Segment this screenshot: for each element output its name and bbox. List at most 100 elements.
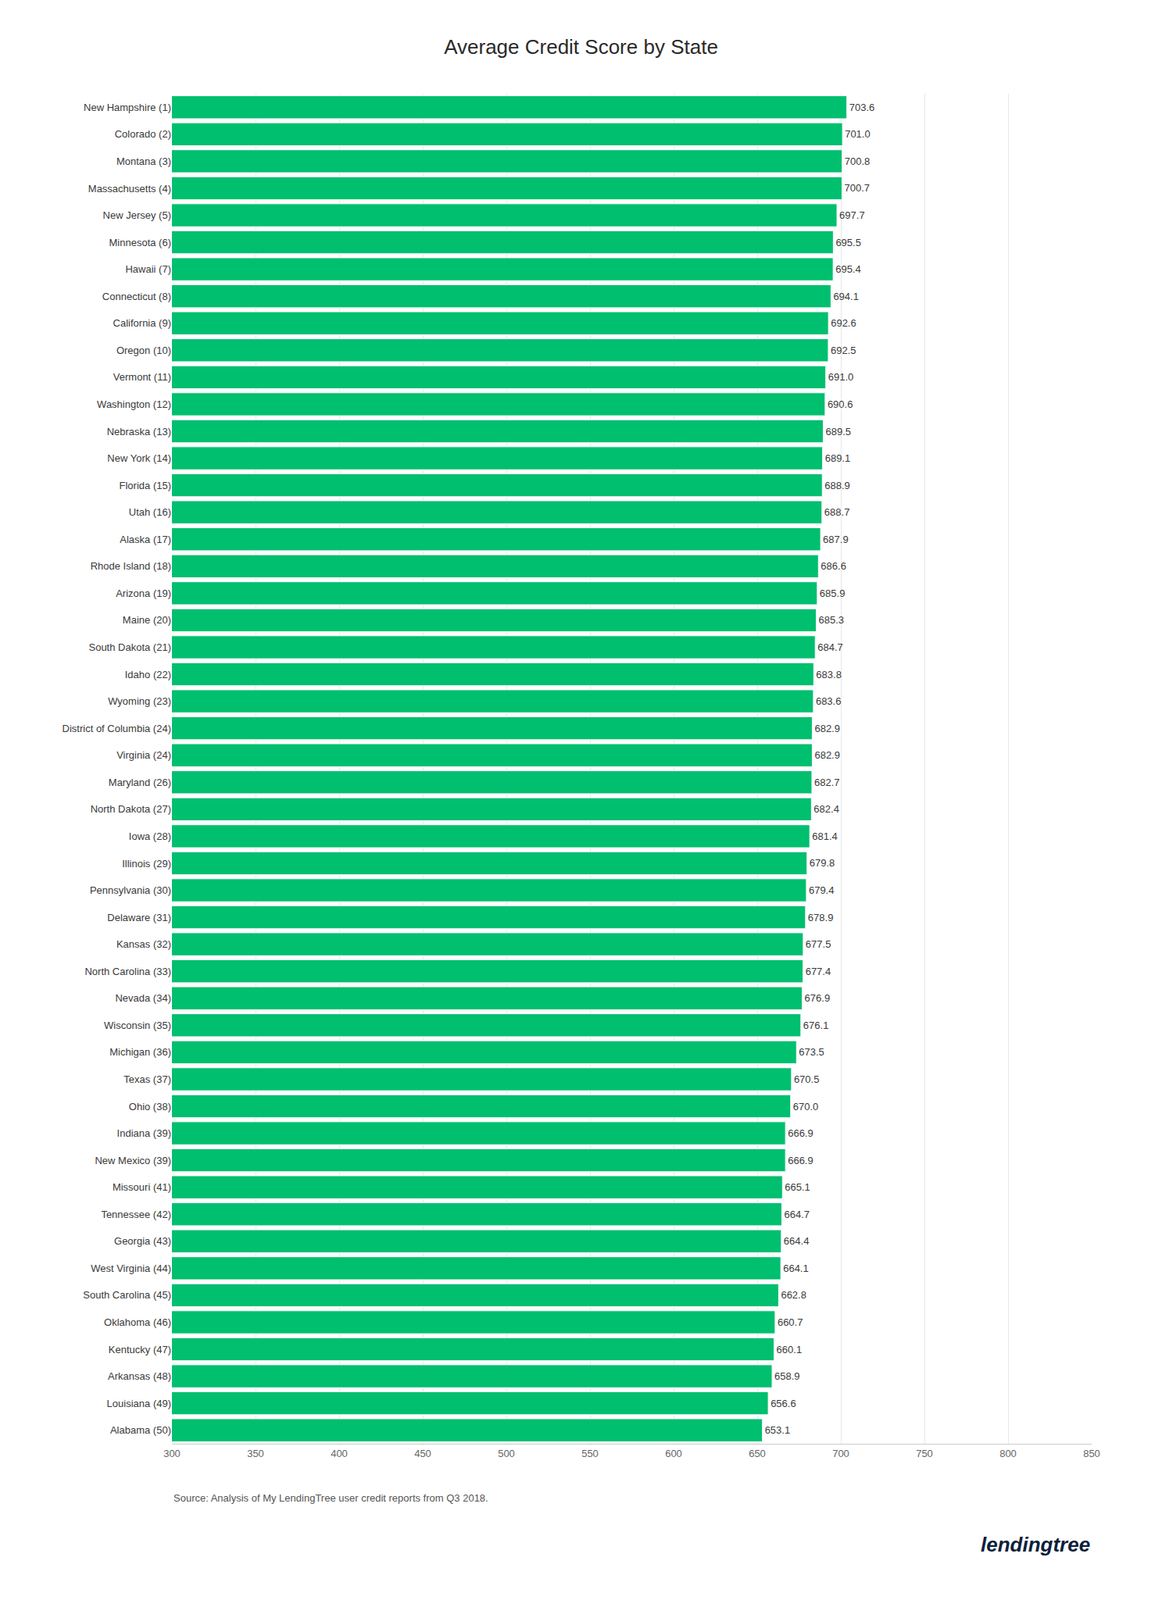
svg-text:Colorado (2): Colorado (2) [114, 128, 172, 140]
svg-text:Source: Analysis of My Lending: Source: Analysis of My LendingTree user … [173, 1492, 489, 1505]
svg-text:Massachusetts (4): Massachusetts (4) [88, 182, 172, 195]
svg-text:Louisiana (49): Louisiana (49) [107, 1397, 172, 1410]
svg-text:Pennsylvania (30): Pennsylvania (30) [89, 884, 172, 897]
svg-text:692.6: 692.6 [830, 317, 857, 329]
svg-text:694.1: 694.1 [833, 290, 859, 303]
svg-text:550: 550 [581, 1448, 599, 1460]
svg-text:Tennessee (42): Tennessee (42) [100, 1208, 172, 1221]
svg-text:679.4: 679.4 [808, 884, 835, 897]
svg-text:Florida (15): Florida (15) [119, 479, 172, 492]
svg-text:Montana (3): Montana (3) [116, 155, 172, 168]
svg-text:New Mexico (39): New Mexico (39) [94, 1154, 172, 1167]
svg-text:South Carolina (45): South Carolina (45) [82, 1289, 172, 1302]
svg-text:686.6: 686.6 [820, 560, 847, 573]
svg-text:650: 650 [748, 1448, 766, 1460]
svg-text:690.6: 690.6 [827, 398, 854, 411]
svg-text:689.1: 689.1 [825, 452, 851, 465]
svg-text:664.7: 664.7 [783, 1208, 810, 1221]
svg-text:Arkansas (48): Arkansas (48) [107, 1370, 172, 1383]
svg-text:700.8: 700.8 [844, 155, 871, 168]
svg-text:685.3: 685.3 [818, 614, 845, 626]
svg-text:Washington (12): Washington (12) [96, 398, 172, 411]
svg-text:695.4: 695.4 [835, 263, 862, 276]
svg-text:Average Credit Score by State: Average Credit Score by State [443, 35, 719, 59]
svg-text:Vermont (11): Vermont (11) [113, 371, 172, 383]
svg-text:Wisconsin (35): Wisconsin (35) [103, 1019, 172, 1032]
svg-text:Indiana (39): Indiana (39) [117, 1127, 172, 1140]
svg-text:Ohio (38): Ohio (38) [128, 1101, 172, 1113]
svg-text:300: 300 [163, 1448, 181, 1460]
svg-text:700.7: 700.7 [844, 182, 871, 194]
svg-text:Alabama (50): Alabama (50) [110, 1424, 172, 1437]
svg-text:West Virginia (44): West Virginia (44) [90, 1262, 172, 1275]
svg-text:Nevada (34): Nevada (34) [114, 992, 172, 1005]
svg-text:Utah (16): Utah (16) [128, 506, 172, 519]
svg-text:689.5: 689.5 [825, 425, 852, 438]
svg-text:Iowa (28): Iowa (28) [128, 830, 172, 843]
svg-text:681.4: 681.4 [811, 830, 838, 843]
svg-text:Oklahoma (46): Oklahoma (46) [103, 1316, 172, 1329]
svg-text:687.9: 687.9 [822, 533, 849, 546]
svg-text:664.4: 664.4 [783, 1235, 810, 1248]
svg-text:676.1: 676.1 [803, 1019, 830, 1032]
svg-text:400: 400 [330, 1448, 348, 1460]
svg-text:Illinois (29): Illinois (29) [121, 858, 172, 870]
svg-text:Arizona (19): Arizona (19) [115, 587, 172, 600]
svg-text:684.7: 684.7 [817, 641, 844, 654]
svg-text:Delaware (31): Delaware (31) [107, 911, 172, 924]
svg-text:692.5: 692.5 [830, 344, 857, 357]
svg-text:lendingtree: lendingtree [980, 1533, 1091, 1557]
svg-text:685.9: 685.9 [819, 587, 846, 600]
svg-text:660.7: 660.7 [777, 1316, 804, 1329]
svg-text:750: 750 [915, 1448, 934, 1460]
svg-text:350: 350 [246, 1448, 265, 1460]
svg-text:Maryland (26): Maryland (26) [108, 776, 172, 789]
svg-text:800: 800 [999, 1448, 1017, 1460]
svg-text:697.7: 697.7 [839, 209, 866, 222]
svg-text:656.6: 656.6 [770, 1397, 797, 1410]
svg-text:Nebraska (13): Nebraska (13) [107, 425, 172, 438]
svg-text:New Jersey (5): New Jersey (5) [103, 209, 172, 222]
svg-text:688.7: 688.7 [824, 506, 851, 519]
svg-text:500: 500 [497, 1448, 515, 1460]
svg-text:683.6: 683.6 [815, 695, 842, 708]
svg-text:Alaska (17): Alaska (17) [119, 533, 172, 546]
svg-text:662.8: 662.8 [780, 1289, 807, 1302]
svg-text:683.8: 683.8 [815, 668, 842, 681]
svg-text:665.1: 665.1 [784, 1181, 811, 1194]
svg-text:New Hampshire (1): New Hampshire (1) [83, 101, 172, 114]
svg-text:682.4: 682.4 [813, 803, 840, 816]
svg-text:New York (14): New York (14) [107, 452, 172, 465]
svg-text:North Carolina (33): North Carolina (33) [84, 965, 172, 978]
svg-text:Idaho (22): Idaho (22) [125, 668, 172, 681]
svg-text:682.9: 682.9 [814, 749, 841, 762]
svg-text:673.5: 673.5 [798, 1046, 825, 1059]
svg-text:703.6: 703.6 [849, 101, 876, 114]
svg-text:450: 450 [414, 1448, 432, 1460]
svg-text:Rhode Island (18): Rhode Island (18) [90, 560, 172, 573]
svg-text:California (9): California (9) [113, 317, 172, 329]
svg-text:658.9: 658.9 [774, 1370, 801, 1383]
svg-text:Kentucky (47): Kentucky (47) [108, 1344, 172, 1356]
svg-text:701.0: 701.0 [844, 128, 871, 140]
svg-text:Georgia (43): Georgia (43) [114, 1235, 172, 1248]
svg-text:Virginia (24): Virginia (24) [116, 749, 172, 762]
svg-text:Minnesota (6): Minnesota (6) [109, 236, 172, 249]
svg-text:District of Columbia (24): District of Columbia (24) [62, 722, 172, 735]
svg-text:Connecticut (8): Connecticut (8) [102, 290, 172, 303]
svg-text:666.9: 666.9 [787, 1127, 814, 1140]
svg-text:688.9: 688.9 [824, 479, 851, 492]
svg-text:700: 700 [832, 1448, 850, 1460]
svg-text:Maine (20): Maine (20) [122, 614, 172, 626]
svg-text:677.4: 677.4 [805, 965, 832, 978]
svg-text:Hawaii (7): Hawaii (7) [125, 263, 172, 276]
svg-text:677.5: 677.5 [805, 938, 832, 951]
svg-text:660.1: 660.1 [776, 1344, 803, 1356]
svg-text:682.9: 682.9 [814, 722, 841, 735]
svg-text:Michigan (36): Michigan (36) [109, 1046, 172, 1059]
svg-text:Texas (37): Texas (37) [123, 1073, 172, 1086]
svg-text:North Dakota (27): North Dakota (27) [90, 803, 172, 816]
svg-text:Wyoming (23): Wyoming (23) [107, 695, 172, 708]
svg-text:666.9: 666.9 [787, 1154, 814, 1167]
svg-text:Kansas (32): Kansas (32) [116, 938, 172, 951]
